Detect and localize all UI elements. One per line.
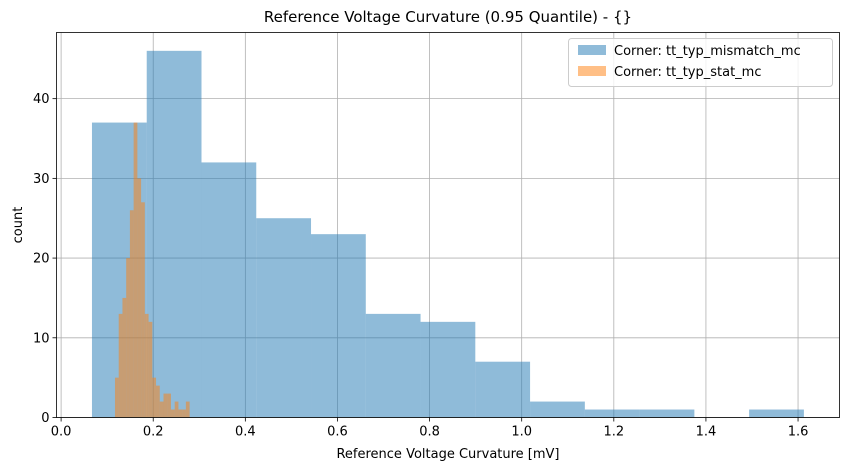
bar-series1-bin12 xyxy=(159,401,164,418)
legend-swatch-stat xyxy=(578,66,606,76)
bar-series1-bin15 xyxy=(170,409,175,418)
y-axis-title: count xyxy=(11,207,26,244)
bar-series1-bin17 xyxy=(178,409,183,418)
ticks-layer: 0.0 0.2 0.4 0.6 0.8 1.0 1.2 1.4 1.6 0 10 20 30 40 xyxy=(33,92,808,439)
bar-series0-bin12 xyxy=(749,409,804,418)
x-tick-label-8: 1.6 xyxy=(788,425,809,440)
bar-series0-bin7 xyxy=(475,361,531,418)
x-tick-label-5: 1.0 xyxy=(511,425,532,440)
x-tick-label-0: 0.0 xyxy=(51,425,72,440)
legend: Corner: tt_typ_mismatch_mc Corner: tt_ty… xyxy=(568,38,833,87)
x-tick-label-1: 0.2 xyxy=(143,425,164,440)
bar-series0-bin8 xyxy=(530,401,585,418)
bar-series1-bin16 xyxy=(174,401,179,418)
bars-layer xyxy=(91,50,804,418)
bar-series0-bin6 xyxy=(420,321,476,418)
bar-series1-bin9 xyxy=(148,321,153,418)
x-tick-label-4: 0.8 xyxy=(419,425,440,440)
bar-series0-bin4 xyxy=(311,234,366,418)
y-tick-label-1: 10 xyxy=(33,331,50,346)
bar-series1-bin2 xyxy=(122,297,127,418)
bar-series1-bin4 xyxy=(129,210,134,418)
bar-series0-bin2 xyxy=(201,162,257,418)
bar-series1-bin18 xyxy=(182,409,186,418)
bar-series1-bin3 xyxy=(126,258,130,418)
bar-series1-bin19 xyxy=(185,401,190,418)
x-tick-label-6: 1.2 xyxy=(603,425,624,440)
y-tick-label-3: 30 xyxy=(33,172,50,187)
y-tick-label-4: 40 xyxy=(33,92,50,107)
bar-series1-bin8 xyxy=(144,313,149,418)
x-tick-label-7: 1.4 xyxy=(696,425,717,440)
legend-box xyxy=(568,38,833,87)
bar-series0-bin5 xyxy=(365,313,421,418)
plot-frame xyxy=(56,32,840,418)
bar-series1-bin1 xyxy=(118,313,123,418)
x-tick-label-2: 0.4 xyxy=(235,425,256,440)
bar-series0-bin9 xyxy=(584,409,640,418)
bar-series1-bin5 xyxy=(133,122,138,418)
x-tick-label-3: 0.6 xyxy=(327,425,348,440)
bar-series1-bin13 xyxy=(163,393,168,418)
bar-series1-bin14 xyxy=(167,393,171,418)
bar-series1-bin6 xyxy=(137,178,142,418)
legend-label-mismatch: Corner: tt_typ_mismatch_mc xyxy=(614,44,801,59)
bar-series0-bin10 xyxy=(639,409,695,418)
legend-swatch-mismatch xyxy=(578,45,606,55)
y-tick-label-0: 0 xyxy=(41,411,49,426)
bar-series1-bin10 xyxy=(152,377,157,418)
bar-series1-bin7 xyxy=(141,202,145,418)
bar-series1-bin11 xyxy=(156,385,160,418)
y-tick-label-2: 20 xyxy=(33,252,50,267)
bar-series1-bin0 xyxy=(114,377,119,418)
bar-series0-bin3 xyxy=(256,218,312,418)
x-axis-title: Reference Voltage Curvature [mV] xyxy=(336,447,559,462)
bar-series0-bin1 xyxy=(146,50,202,418)
chart-title: Reference Voltage Curvature (0.95 Quanti… xyxy=(264,8,632,26)
legend-label-stat: Corner: tt_typ_stat_mc xyxy=(614,65,762,80)
